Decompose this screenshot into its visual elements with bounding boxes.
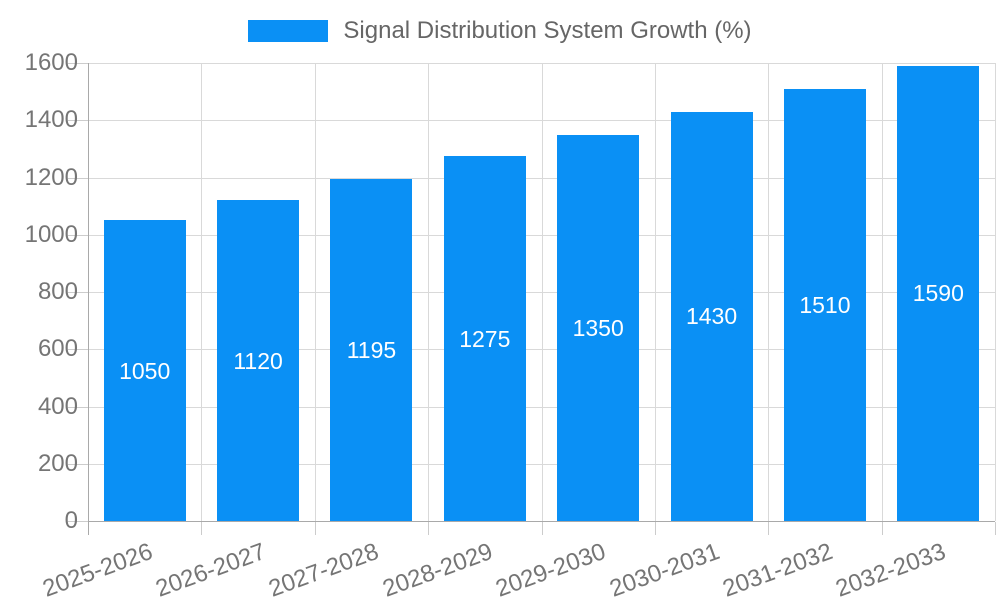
bar-value-label: 1120 — [233, 347, 283, 374]
y-axis-label: 1600 — [24, 49, 78, 76]
y-tick-mark — [68, 63, 88, 64]
x-axis-label: 2029-2030 — [492, 538, 610, 600]
y-tick-mark — [68, 349, 88, 351]
gridline-vertical — [314, 63, 316, 521]
gridline-vertical — [654, 63, 656, 521]
bar-2028-2029[interactable]: 1275 — [443, 156, 526, 521]
x-axis-label: 2031-2032 — [719, 538, 837, 600]
bar-2027-2028[interactable]: 1195 — [330, 178, 413, 521]
legend-label: Signal Distribution System Growth (%) — [343, 17, 752, 44]
gridline-vertical — [881, 63, 883, 521]
bar-2032-2033[interactable]: 1590 — [897, 65, 980, 521]
y-axis-line — [88, 63, 89, 535]
x-tick-mark — [314, 522, 316, 535]
x-tick-mark — [768, 522, 770, 535]
gridline-vertical — [768, 63, 770, 521]
y-tick-mark — [68, 463, 88, 465]
x-tick-mark — [428, 522, 430, 535]
gridline-vertical — [428, 63, 430, 521]
x-axis-label: 2032-2033 — [832, 538, 950, 600]
gridline-vertical — [541, 63, 543, 521]
bar-value-label: 1350 — [572, 314, 624, 341]
bar-2025-2026[interactable]: 1050 — [103, 220, 186, 521]
bar-value-label: 1050 — [119, 357, 171, 384]
x-tick-mark — [881, 522, 883, 535]
x-axis-label: 2026-2027 — [152, 538, 270, 600]
bar-2030-2031[interactable]: 1430 — [670, 111, 753, 521]
bar-2026-2027[interactable]: 1120 — [217, 200, 300, 521]
y-tick-mark — [68, 292, 88, 293]
y-axis-label: 0 — [64, 507, 78, 534]
gridline-vertical — [201, 63, 203, 521]
y-axis-label: 1200 — [24, 163, 78, 191]
bar-value-label: 1510 — [799, 291, 851, 318]
x-axis-label: 2025-2026 — [38, 538, 156, 600]
gridline-vertical — [995, 63, 996, 521]
x-axis-label: 2027-2028 — [265, 538, 383, 600]
bar-value-label: 1275 — [459, 325, 511, 352]
plot-area: 1050 1120 1195 1275 1350 1430 1510 1590 — [88, 63, 996, 521]
y-axis-label: 200 — [37, 449, 78, 477]
x-axis-label: 2030-2031 — [605, 538, 723, 600]
bar-value-label: 1430 — [685, 303, 738, 330]
x-tick-mark — [654, 522, 656, 535]
bar-value-label: 1590 — [912, 280, 964, 307]
y-axis-label: 1000 — [24, 220, 78, 248]
bar-2029-2030[interactable]: 1350 — [557, 134, 640, 521]
y-tick-mark — [68, 120, 88, 122]
x-axis-label: 2028-2029 — [378, 538, 497, 600]
bar-2031-2032[interactable]: 1510 — [783, 88, 866, 521]
y-tick-mark — [68, 406, 88, 408]
legend-swatch — [248, 20, 329, 42]
x-tick-mark — [201, 522, 203, 535]
y-axis-label: 1400 — [24, 106, 78, 134]
x-tick-mark — [541, 522, 543, 535]
x-axis-line — [88, 521, 995, 522]
x-tick-mark — [995, 522, 996, 535]
y-axis-label: 800 — [37, 278, 78, 305]
y-tick-mark — [68, 234, 88, 236]
chart-legend[interactable]: Signal Distribution System Growth (%) — [0, 16, 1000, 46]
y-axis-label: 400 — [37, 392, 78, 420]
y-tick-mark — [68, 177, 88, 179]
y-tick-mark — [68, 521, 88, 522]
y-axis-label: 600 — [37, 335, 78, 363]
bar-value-label: 1195 — [346, 336, 397, 363]
